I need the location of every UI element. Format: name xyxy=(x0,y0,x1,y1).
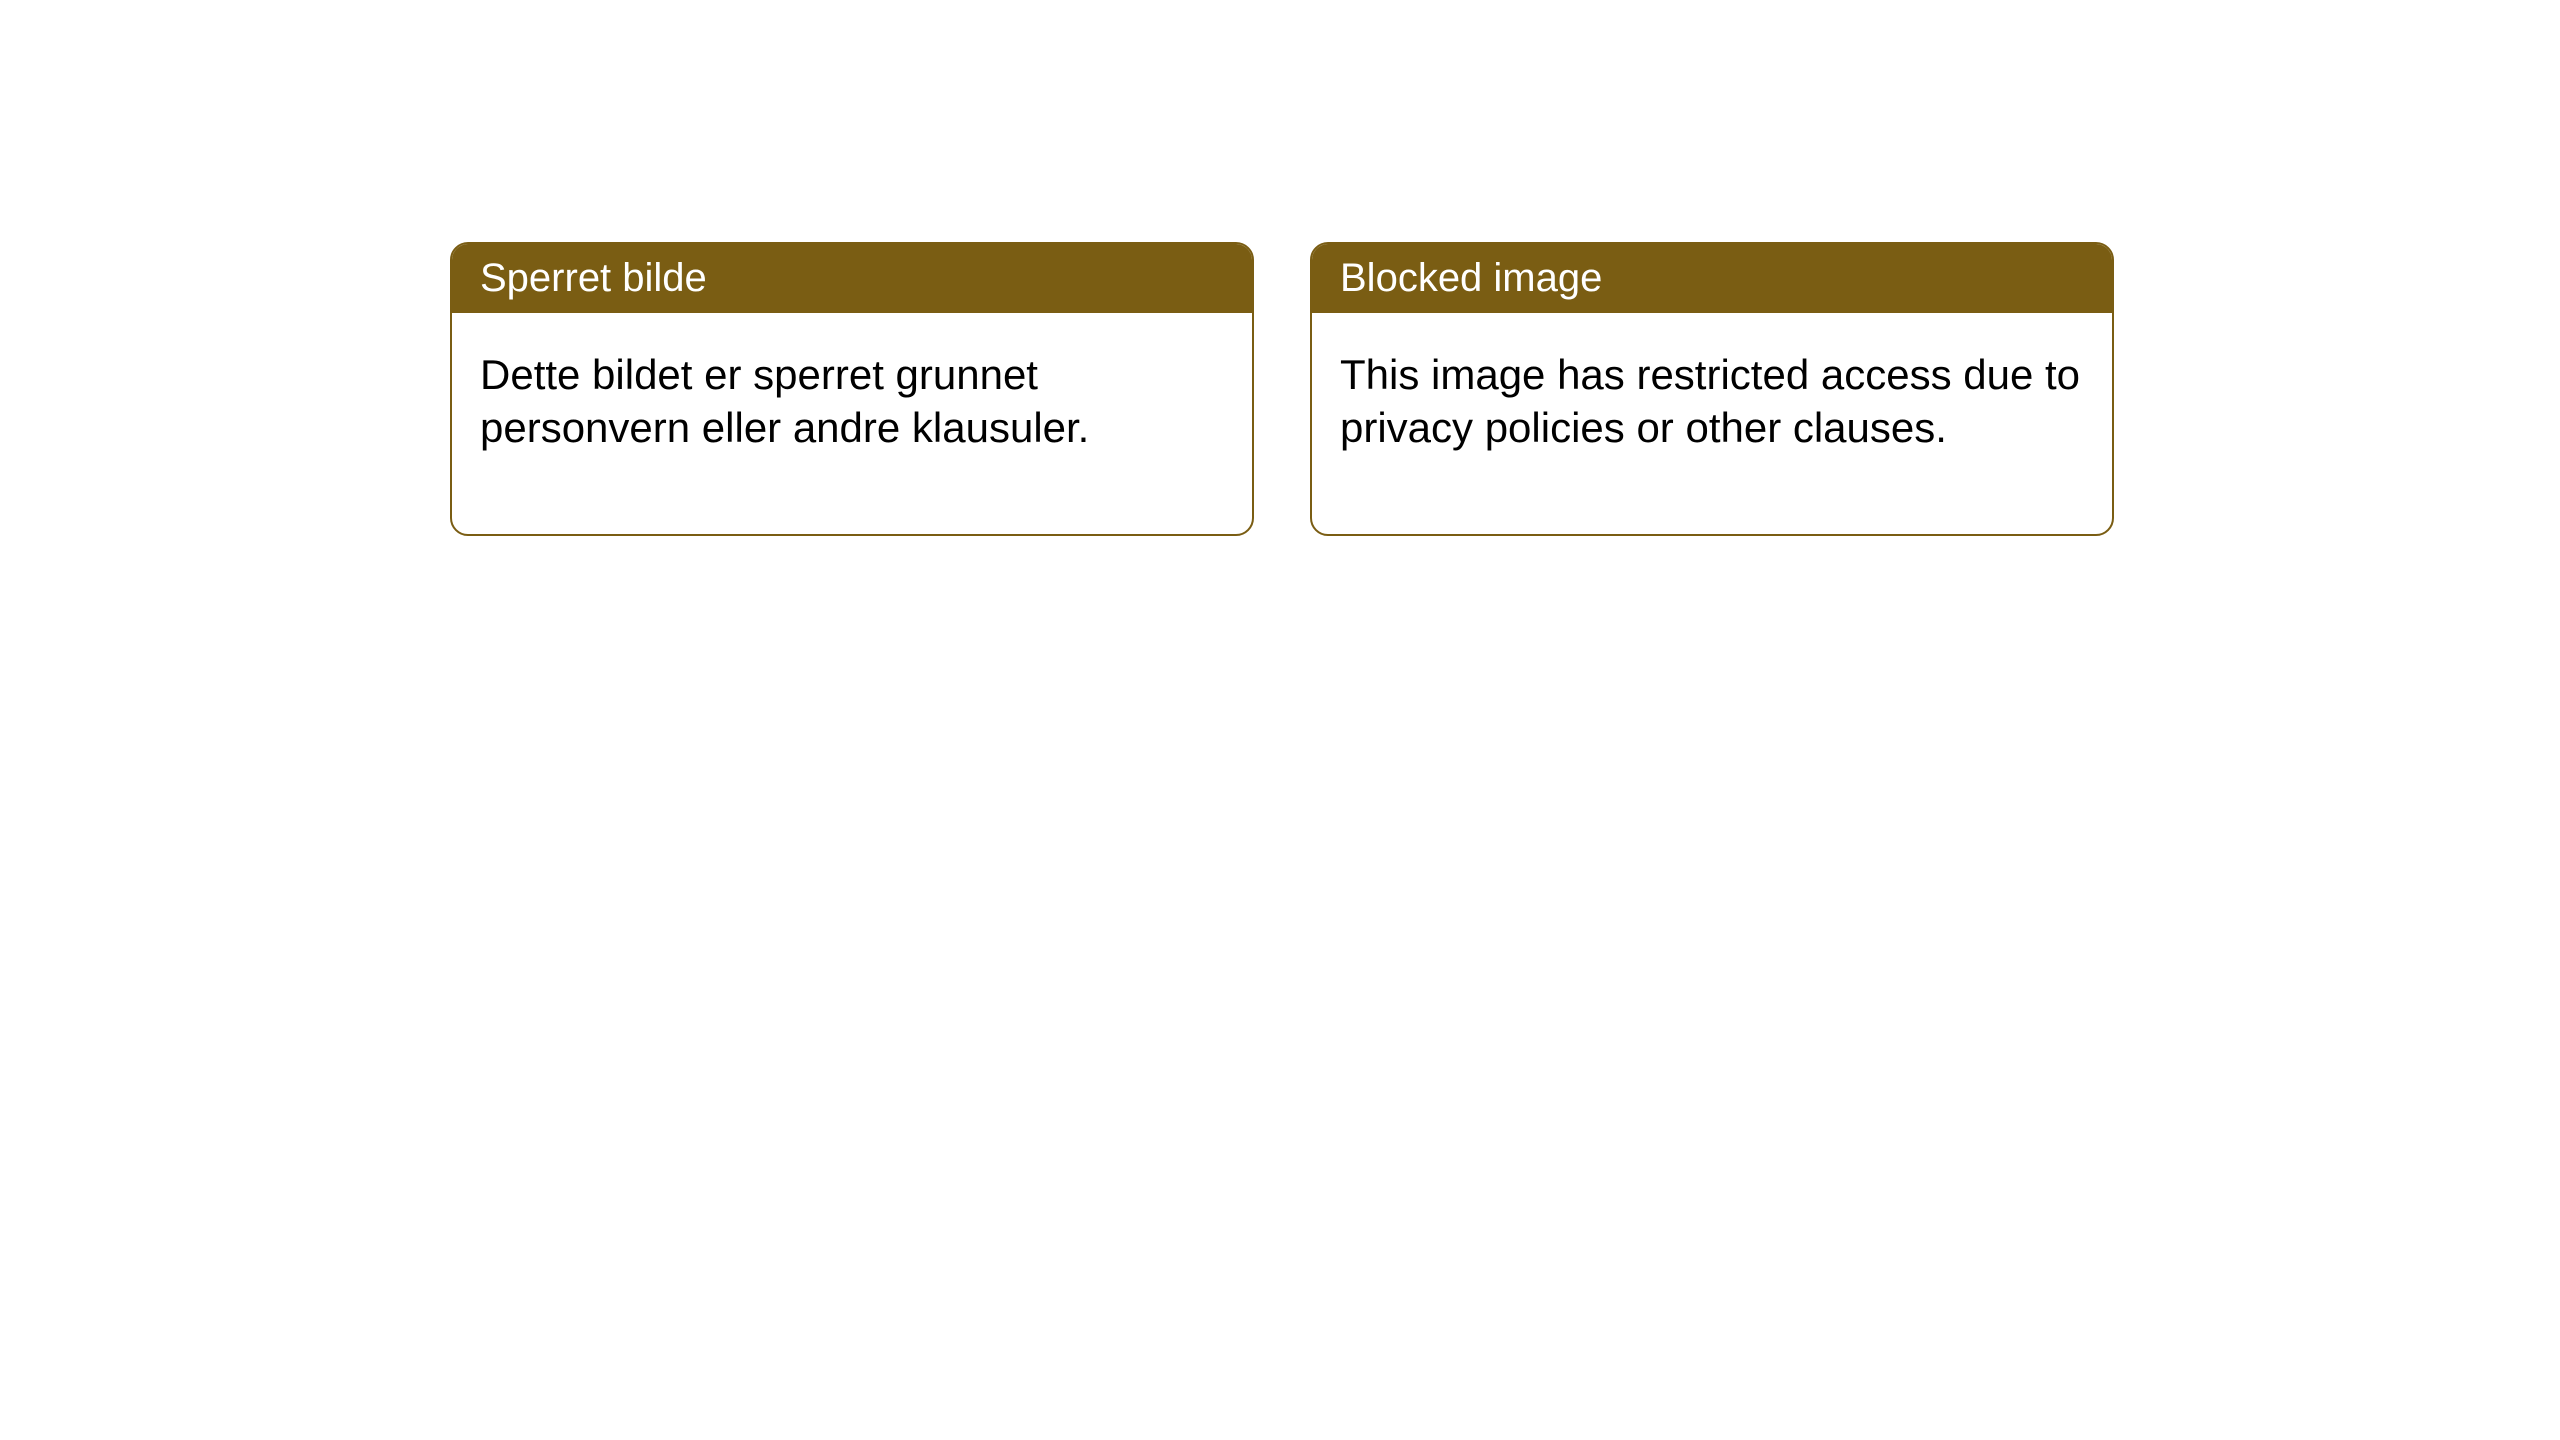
card-body: This image has restricted access due to … xyxy=(1312,313,2112,534)
notice-card-norwegian: Sperret bilde Dette bildet er sperret gr… xyxy=(450,242,1254,536)
card-header: Blocked image xyxy=(1312,244,2112,313)
card-body: Dette bildet er sperret grunnet personve… xyxy=(452,313,1252,534)
notice-container: Sperret bilde Dette bildet er sperret gr… xyxy=(0,0,2560,536)
notice-card-english: Blocked image This image has restricted … xyxy=(1310,242,2114,536)
card-header: Sperret bilde xyxy=(452,244,1252,313)
